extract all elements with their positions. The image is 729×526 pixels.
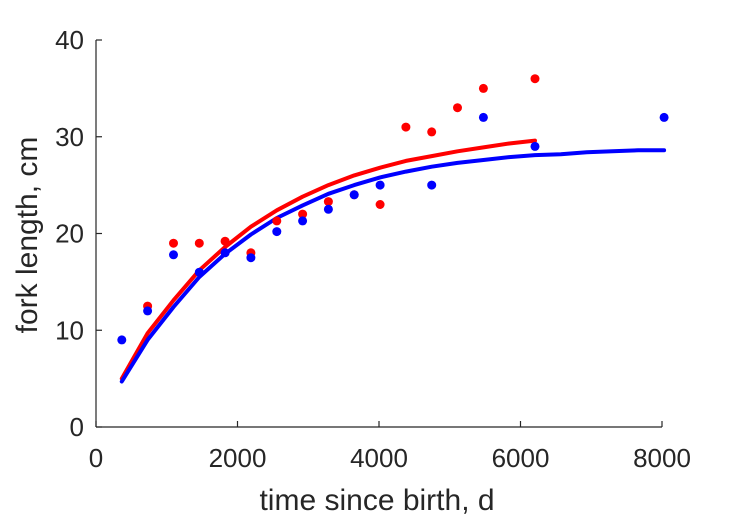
data-point bbox=[194, 267, 204, 277]
x-tick-label: 8000 bbox=[633, 443, 691, 473]
y-tick-label: 40 bbox=[55, 25, 84, 55]
x-axis-label: time since birth, d bbox=[259, 484, 494, 517]
data-point bbox=[220, 248, 230, 258]
data-point bbox=[349, 190, 359, 200]
fit-curve-1 bbox=[119, 148, 667, 384]
x-tick-label: 4000 bbox=[350, 443, 408, 473]
data-point bbox=[478, 83, 488, 93]
data-point bbox=[246, 253, 256, 263]
data-point bbox=[323, 204, 333, 214]
data-point bbox=[194, 238, 204, 248]
data-point bbox=[272, 216, 282, 226]
data-point bbox=[298, 216, 308, 226]
data-point bbox=[298, 209, 308, 219]
y-tick-label: 0 bbox=[70, 412, 84, 442]
y-axis-label: fork length, cm bbox=[11, 137, 44, 334]
data-point bbox=[427, 180, 437, 190]
data-point bbox=[375, 180, 385, 190]
data-point bbox=[427, 127, 437, 137]
data-point bbox=[401, 122, 411, 132]
data-point bbox=[143, 306, 153, 316]
data-point bbox=[453, 103, 462, 113]
data-point bbox=[323, 197, 333, 207]
y-tick-label: 30 bbox=[55, 122, 84, 152]
x-tick-label: 2000 bbox=[209, 443, 267, 473]
data-point bbox=[220, 236, 230, 246]
data-point bbox=[375, 200, 385, 209]
fit-curve-0 bbox=[119, 138, 537, 381]
data-point bbox=[117, 335, 127, 345]
y-tick-label: 10 bbox=[55, 315, 84, 345]
data-point bbox=[478, 112, 488, 122]
data-point bbox=[169, 238, 178, 248]
plot-area bbox=[117, 74, 669, 384]
y-tick-label: 20 bbox=[55, 219, 84, 249]
x-tick-label: 6000 bbox=[492, 443, 550, 473]
x-tick-label: 0 bbox=[89, 443, 103, 473]
data-point bbox=[530, 141, 540, 151]
axes: 0 2000 4000 6000 8000 0 10 20 30 40 bbox=[55, 25, 691, 473]
data-point bbox=[659, 112, 669, 122]
data-point bbox=[272, 227, 282, 237]
data-point bbox=[169, 250, 178, 260]
data-point bbox=[530, 74, 540, 84]
